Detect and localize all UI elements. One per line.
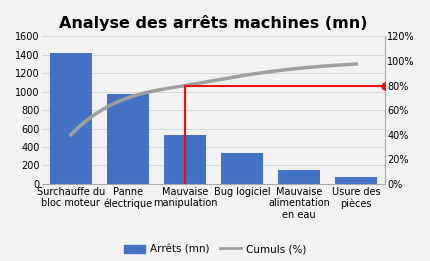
Bar — [107, 93, 149, 184]
Title: Analyse des arrêts machines (mn): Analyse des arrêts machines (mn) — [59, 15, 368, 31]
Bar — [278, 170, 320, 184]
Bar — [49, 53, 92, 184]
Bar — [163, 135, 206, 184]
Legend: Arrêts (mn), Cumuls (%): Arrêts (mn), Cumuls (%) — [120, 240, 310, 258]
Bar — [335, 176, 378, 184]
Bar — [221, 153, 264, 184]
